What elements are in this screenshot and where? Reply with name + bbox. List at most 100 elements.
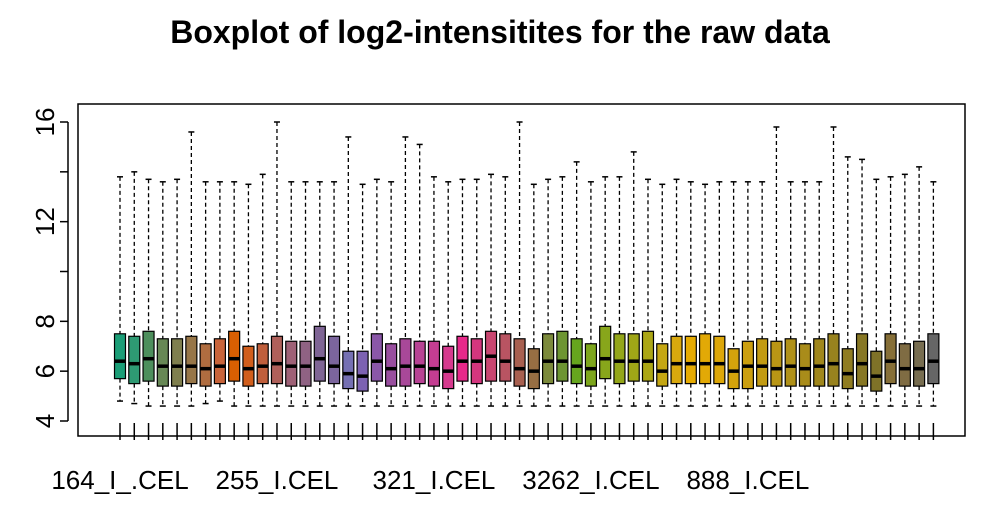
box-body [228, 330, 241, 382]
box-body [356, 350, 369, 392]
y-tick-label: 6 [30, 364, 60, 378]
box-body [513, 338, 526, 387]
box-35 [599, 176, 612, 407]
box-body [698, 333, 712, 385]
box-body [870, 350, 883, 392]
box-body [399, 338, 412, 387]
box-36 [613, 176, 626, 407]
box-body [299, 340, 312, 387]
box-55 [884, 176, 897, 407]
box-body [327, 335, 341, 385]
box-18 [356, 183, 369, 407]
box-body [841, 348, 854, 390]
box-43 [713, 181, 726, 407]
box-9 [228, 181, 241, 407]
box-29 [513, 121, 526, 407]
box-32 [556, 176, 569, 407]
box-body [913, 340, 926, 387]
box-1 [113, 176, 127, 402]
box-body [156, 338, 169, 387]
box-58 [927, 181, 940, 407]
y-tick-label: 12 [30, 207, 60, 236]
box-56 [898, 173, 911, 407]
box-5 [170, 178, 184, 407]
box-2 [128, 171, 141, 405]
box-body [727, 348, 740, 390]
box-11 [256, 173, 269, 407]
box-body [242, 345, 255, 387]
y-axis: 4 6 8 12 16 [30, 108, 69, 428]
box-37 [627, 151, 640, 407]
box-17 [342, 136, 355, 407]
box-body [641, 330, 655, 382]
x-axis: 164_I_.CEL 255_I.CEL 321_I.CEL 3262_I.CEL 88… [51, 423, 935, 495]
plot-frame [77, 103, 966, 437]
box-body [798, 343, 812, 387]
box-52 [841, 156, 854, 407]
box-body [713, 335, 726, 385]
box-20 [385, 181, 398, 407]
box-body [827, 333, 840, 387]
box-body [670, 335, 683, 385]
box-body [170, 338, 184, 387]
box-body [385, 343, 398, 387]
box-57 [913, 166, 926, 407]
box-body [270, 335, 284, 385]
box-40 [670, 178, 683, 407]
y-tick-label: 16 [30, 108, 60, 137]
chart-title: Boxplot of log2-intensitites for the raw… [170, 14, 830, 50]
box-body [684, 335, 697, 385]
box-34 [584, 181, 598, 407]
box-7 [199, 181, 212, 405]
box-15 [313, 181, 326, 407]
box-24 [442, 181, 455, 407]
box-12 [270, 121, 284, 407]
box-body [584, 343, 598, 387]
box-31 [541, 178, 555, 407]
box-body [213, 338, 226, 385]
box-body [313, 325, 326, 382]
box-body [456, 335, 469, 382]
box-21 [399, 136, 412, 407]
box-3 [142, 178, 155, 407]
box-49 [798, 181, 812, 407]
box-body [142, 330, 155, 382]
box-19 [370, 178, 383, 407]
box-22 [413, 143, 426, 407]
box-body [342, 350, 355, 390]
box-54 [870, 178, 883, 407]
box-body [627, 333, 640, 382]
box-27 [484, 173, 498, 407]
box-body [599, 325, 612, 380]
box-51 [827, 126, 840, 407]
box-28 [499, 176, 512, 407]
box-30 [527, 183, 540, 407]
box-48 [784, 181, 797, 407]
box-body [199, 343, 212, 387]
box-body [541, 333, 555, 385]
box-body [927, 333, 940, 385]
box-10 [242, 183, 255, 407]
box-41 [684, 181, 697, 407]
x-tick-label: 164_I_.CEL [51, 465, 188, 495]
x-tick-label: 321_I.CEL [373, 465, 496, 495]
box-38 [641, 178, 655, 407]
box-16 [327, 181, 341, 407]
box-body [113, 333, 127, 380]
box-50 [813, 181, 826, 407]
box-23 [427, 176, 441, 407]
box-44 [727, 181, 740, 407]
box-body [256, 343, 269, 385]
box-26 [470, 178, 483, 407]
box-body [855, 333, 869, 387]
box-13 [285, 181, 298, 407]
box-body [499, 333, 512, 382]
x-tick-label: 255_I.CEL [216, 465, 339, 495]
box-45 [741, 181, 754, 407]
box-body [427, 340, 441, 387]
box-39 [656, 183, 669, 407]
box-53 [855, 158, 869, 407]
box-body [570, 338, 583, 385]
boxes-layer [113, 121, 940, 407]
